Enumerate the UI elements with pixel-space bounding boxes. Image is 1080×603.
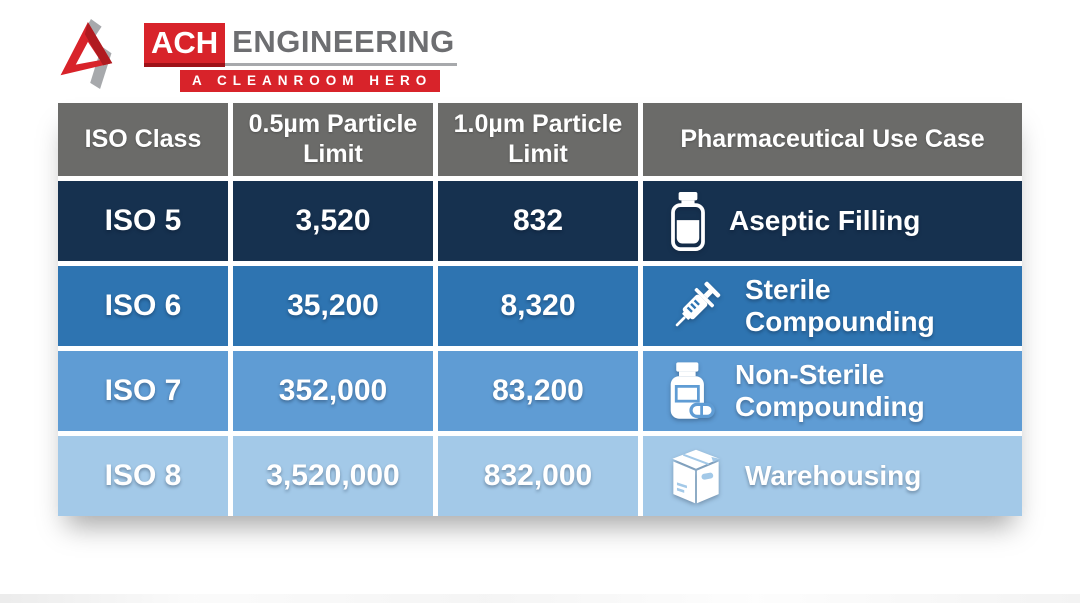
cell-10um-limit: 832,000 — [438, 436, 638, 516]
use-case-label: Sterile Compounding — [745, 274, 935, 337]
cell-iso-class: ISO 7 — [58, 351, 228, 431]
cell-iso-class: ISO 8 — [58, 436, 228, 516]
pill-bottle-icon — [667, 361, 715, 421]
logo-text: ACH ENGINEERING A CLEANROOM HERO — [144, 22, 457, 92]
use-case-label: Non-Sterile Compounding — [735, 359, 925, 422]
cell-use-case: Aseptic Filling — [643, 181, 1022, 261]
use-case-label: Aseptic Filling — [729, 205, 921, 237]
brand-tagline: A CLEANROOM HERO — [180, 70, 441, 92]
cell-10um-limit: 83,200 — [438, 351, 638, 431]
cell-iso-class: ISO 6 — [58, 266, 228, 346]
header-use-case: Pharmaceutical Use Case — [643, 103, 1022, 176]
cell-10um-limit: 832 — [438, 181, 638, 261]
header-iso-class: ISO Class — [58, 103, 228, 176]
cell-use-case: Sterile Compounding — [643, 266, 1022, 346]
vial-icon — [667, 191, 709, 251]
cell-05um-limit: 3,520,000 — [233, 436, 433, 516]
cell-use-case: Non-Sterile Compounding — [643, 351, 1022, 431]
cell-05um-limit: 3,520 — [233, 181, 433, 261]
iso-class-table: ISO Class 0.5µm Particle Limit 1.0µm Par… — [58, 103, 1022, 516]
box-icon — [667, 446, 725, 506]
header-05um-limit: 0.5µm Particle Limit — [233, 103, 433, 176]
page-bottom-shadow — [0, 594, 1080, 603]
cell-05um-limit: 352,000 — [233, 351, 433, 431]
use-case-label: Warehousing — [745, 460, 922, 492]
company-logo: ACH ENGINEERING A CLEANROOM HERO — [56, 14, 457, 94]
brand-secondary: ENGINEERING — [225, 22, 457, 66]
cell-iso-class: ISO 5 — [58, 181, 228, 261]
syringe-icon — [667, 277, 725, 335]
brand-primary: ACH — [144, 23, 226, 67]
cell-05um-limit: 35,200 — [233, 266, 433, 346]
cell-use-case: Warehousing — [643, 436, 1022, 516]
cell-10um-limit: 8,320 — [438, 266, 638, 346]
header-10um-limit: 1.0µm Particle Limit — [438, 103, 638, 176]
ach-logo-mark-icon — [56, 14, 132, 94]
